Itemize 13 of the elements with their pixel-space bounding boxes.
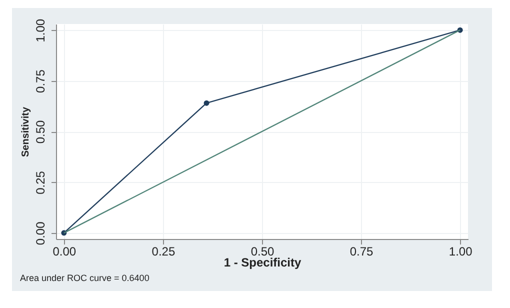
text: Area under ROC curve = 0.6400 — [20, 273, 150, 283]
y-tick-label: 0.25 — [34, 170, 48, 194]
y-tick-label: 1.00 — [34, 18, 48, 42]
y-axis-title: Sensitivity — [20, 106, 32, 158]
point — [204, 100, 210, 106]
x-tick-label: 0.75 — [350, 244, 374, 258]
x-tick-label: 1.00 — [448, 244, 473, 258]
y-tick-label: 0.75 — [34, 69, 48, 93]
x-axis-title: 1 - Specificity — [224, 256, 302, 270]
x-tick-label: 0.25 — [152, 244, 176, 258]
x-tick-label: 0.00 — [52, 244, 76, 258]
x-tick-label: 0.50 — [250, 244, 274, 258]
y-tick-label: 0.50 — [34, 120, 48, 144]
